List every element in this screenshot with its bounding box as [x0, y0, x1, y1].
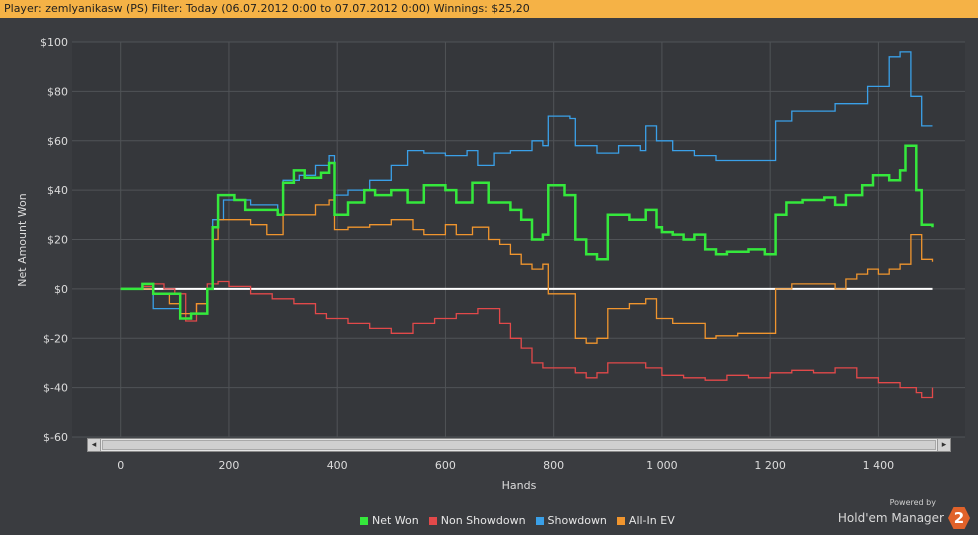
showdown-swatch-icon	[535, 516, 544, 525]
hem2-logo-icon: 2	[948, 507, 970, 529]
series-lines	[120, 51, 934, 399]
non-showdown-line	[120, 280, 934, 399]
y-tick-labels: $-60 $-40 $-20 $0 $20 $40 $60 $80 $100	[40, 36, 68, 444]
y-tick-label: $-20	[43, 332, 68, 345]
x-tick-label: 0	[117, 459, 124, 472]
chart-legend: Net Won Non Showdown Showdown All-In EV	[360, 514, 675, 527]
x-tick-label: 800	[543, 459, 564, 472]
y-tick-label: $20	[47, 234, 68, 247]
y-tick-label: $0	[54, 283, 68, 296]
legend-item-non-showdown[interactable]: Non Showdown	[428, 514, 526, 527]
x-axis-label: Hands	[502, 479, 537, 492]
legend-item-all-in-ev[interactable]: All-In EV	[616, 514, 675, 527]
legend-label: Net Won	[372, 514, 419, 527]
legend-item-net-won[interactable]: Net Won	[360, 514, 419, 527]
legend-label: Non Showdown	[440, 514, 526, 527]
scroll-left-button[interactable]: ◂	[88, 439, 101, 451]
non-showdown-swatch-icon	[428, 516, 437, 525]
legend-label: Showdown	[547, 514, 607, 527]
x-tick-label: 1 000	[646, 459, 678, 472]
x-tick-label: 1 400	[863, 459, 895, 472]
x-tick-label: 400	[327, 459, 348, 472]
all-in-ev-swatch-icon	[616, 516, 625, 525]
scroll-thumb[interactable]	[102, 440, 936, 450]
filter-header: Player: zemlyanikasw (PS) Filter: Today …	[0, 0, 978, 18]
x-tick-label: 1 200	[754, 459, 786, 472]
legend-item-showdown[interactable]: Showdown	[535, 514, 607, 527]
y-axis-label: Net Amount Won	[16, 193, 29, 286]
y-tick-label: $40	[47, 184, 68, 197]
hem2-branding: Powered by Hold'em Manager 2	[838, 498, 970, 529]
y-tick-label: $-40	[43, 382, 68, 395]
x-tick-labels: 0 200 400 600 800 1 000 1 200 1 400	[117, 459, 894, 472]
horizontal-scrollbar[interactable]: ◂ ▸	[87, 438, 951, 452]
showdown-line	[120, 51, 933, 320]
net-won-swatch-icon	[360, 516, 368, 525]
legend-label: All-In EV	[628, 514, 675, 527]
product-name: Hold'em Manager	[837, 511, 944, 525]
powered-by-text: Powered by	[889, 498, 936, 507]
y-tick-label: $60	[47, 135, 68, 148]
y-tick-label: $100	[40, 36, 68, 49]
net-won-line	[120, 144, 934, 320]
x-tick-label: 200	[218, 459, 239, 472]
y-tick-label: $80	[47, 85, 68, 98]
x-tick-label: 600	[435, 459, 456, 472]
y-tick-label: $-60	[43, 431, 68, 444]
winnings-chart: $-60 $-40 $-20 $0 $20 $40 $60 $80 $100 0 200 400 60…	[16, 36, 965, 492]
all-in-ev-line	[120, 199, 934, 344]
scroll-right-button[interactable]: ▸	[937, 439, 950, 451]
